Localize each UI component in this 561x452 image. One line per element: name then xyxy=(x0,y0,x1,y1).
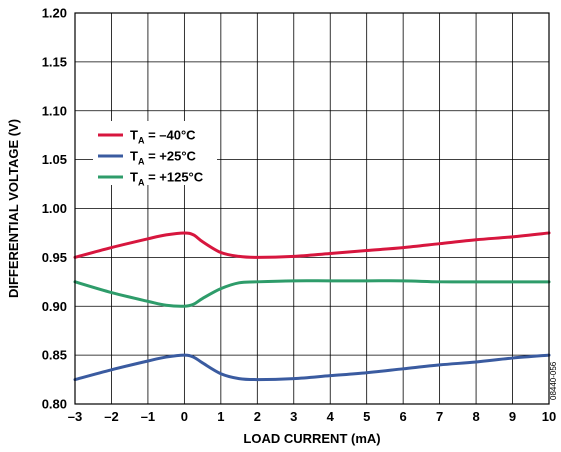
x-tick-label: 9 xyxy=(509,409,516,424)
legend: TA = –40°C TA = +25°C TA = +125°C xyxy=(98,128,204,188)
legend-background xyxy=(93,121,217,185)
y-tick-label: 0.95 xyxy=(42,250,67,265)
x-tick-label: 1 xyxy=(217,409,224,424)
series-lines xyxy=(73,231,551,382)
x-tick-label: 7 xyxy=(436,409,443,424)
x-tick-label: 10 xyxy=(542,409,556,424)
x-tick-label: 0 xyxy=(181,409,188,424)
y-tick-label: 1.15 xyxy=(42,54,67,69)
x-tick-label: –1 xyxy=(141,409,155,424)
x-tick-label: 3 xyxy=(290,409,297,424)
series-line xyxy=(73,279,551,308)
x-tick-label: 8 xyxy=(472,409,479,424)
y-tick-label: 1.10 xyxy=(42,103,67,118)
y-tick-label: 1.05 xyxy=(42,152,67,167)
plot-frame xyxy=(74,12,550,405)
y-axis-label: DIFFERENTIAL VOLTAGE (V) xyxy=(6,119,21,298)
y-tick-label: 0.80 xyxy=(42,397,67,412)
x-tick-label: 6 xyxy=(400,409,407,424)
y-tick-label: 0.90 xyxy=(42,299,67,314)
x-axis-label: LOAD CURRENT (mA) xyxy=(243,431,380,446)
y-tick-label: 1.20 xyxy=(42,6,67,21)
series-line xyxy=(73,353,551,382)
x-tick-label: 2 xyxy=(254,409,261,424)
legend-entry: TA = +125°C xyxy=(130,170,204,188)
x-tick-label: 5 xyxy=(363,409,370,424)
legend-entry: TA = +25°C xyxy=(130,149,197,167)
grid-lines xyxy=(74,12,550,405)
x-tick-label: –2 xyxy=(104,409,118,424)
legend-entry: TA = –40°C xyxy=(130,128,196,146)
figure-code: 08440-056 xyxy=(549,361,558,400)
x-tick-labels: –3 –2 –1 0 1 2 3 4 5 6 7 8 9 10 xyxy=(68,409,556,424)
y-tick-labels: 0.80 0.85 0.90 0.95 1.00 1.05 1.10 1.15 1.20 xyxy=(42,6,67,412)
x-tick-label: –3 xyxy=(68,409,82,424)
y-tick-label: 0.85 xyxy=(42,348,67,363)
x-tick-label: 4 xyxy=(327,409,335,424)
y-tick-label: 1.00 xyxy=(42,201,67,216)
series-line xyxy=(73,231,551,259)
